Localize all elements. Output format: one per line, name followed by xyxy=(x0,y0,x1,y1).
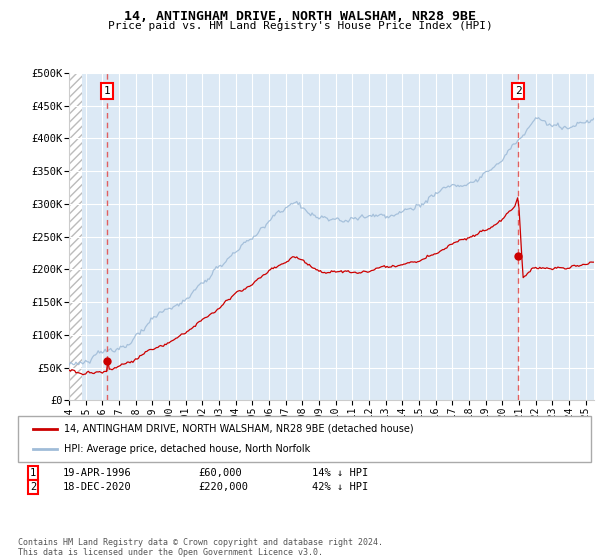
Text: £60,000: £60,000 xyxy=(198,468,242,478)
Text: 1: 1 xyxy=(30,468,36,478)
Text: 1: 1 xyxy=(104,86,111,96)
Text: 19-APR-1996: 19-APR-1996 xyxy=(63,468,132,478)
Text: Price paid vs. HM Land Registry's House Price Index (HPI): Price paid vs. HM Land Registry's House … xyxy=(107,21,493,31)
Text: 2: 2 xyxy=(30,482,36,492)
Bar xyxy=(69,73,82,400)
Text: 2: 2 xyxy=(515,86,522,96)
Text: 42% ↓ HPI: 42% ↓ HPI xyxy=(312,482,368,492)
Text: HPI: Average price, detached house, North Norfolk: HPI: Average price, detached house, Nort… xyxy=(64,444,310,454)
Text: 14, ANTINGHAM DRIVE, NORTH WALSHAM, NR28 9BE: 14, ANTINGHAM DRIVE, NORTH WALSHAM, NR28… xyxy=(124,10,476,23)
Text: 14% ↓ HPI: 14% ↓ HPI xyxy=(312,468,368,478)
Text: £220,000: £220,000 xyxy=(198,482,248,492)
Text: 14, ANTINGHAM DRIVE, NORTH WALSHAM, NR28 9BE (detached house): 14, ANTINGHAM DRIVE, NORTH WALSHAM, NR28… xyxy=(64,424,414,434)
Text: Contains HM Land Registry data © Crown copyright and database right 2024.
This d: Contains HM Land Registry data © Crown c… xyxy=(18,538,383,557)
Text: 18-DEC-2020: 18-DEC-2020 xyxy=(63,482,132,492)
